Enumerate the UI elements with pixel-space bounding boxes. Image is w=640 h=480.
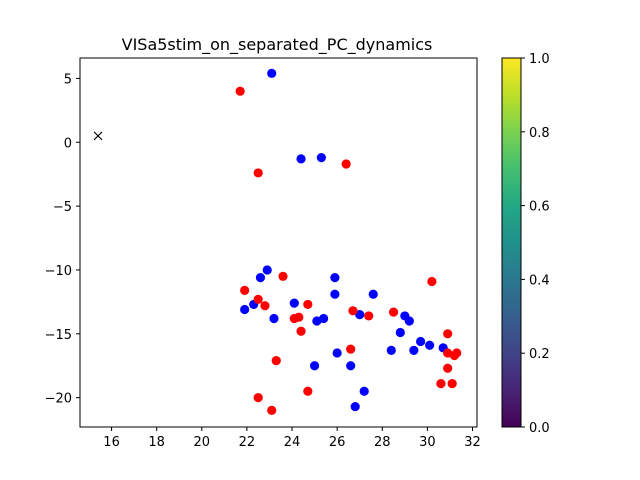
colorbar-tick-label: 0.4 — [529, 273, 550, 288]
data-point — [436, 378, 446, 389]
data-point — [359, 386, 369, 396]
x-tick-label: 16 — [103, 435, 120, 450]
data-point — [271, 356, 281, 366]
data-point — [341, 159, 351, 169]
data-point — [386, 345, 396, 355]
x-tick-label: 24 — [284, 435, 301, 450]
data-point — [355, 310, 365, 320]
data-point — [425, 340, 435, 350]
y-tick-label: −15 — [45, 328, 72, 343]
data-point — [289, 298, 299, 308]
data-point — [368, 289, 378, 299]
data-point — [235, 86, 245, 96]
x-tick-label: 22 — [239, 435, 256, 450]
data-point — [253, 393, 263, 403]
data-point — [447, 378, 457, 389]
data-point — [303, 299, 313, 310]
data-point — [262, 265, 272, 275]
data-point — [416, 336, 426, 347]
colorbar-tick-label: 0.0 — [529, 421, 550, 436]
data-point — [296, 154, 306, 164]
data-point — [309, 361, 320, 371]
y-tick-label: 0 — [64, 136, 72, 151]
data-point — [267, 405, 277, 416]
data-point — [240, 304, 250, 315]
data-point — [443, 363, 453, 373]
data-point — [330, 289, 340, 299]
data-point — [404, 316, 414, 326]
data-point — [269, 313, 279, 324]
data-point — [296, 326, 306, 336]
x-tick-label: 30 — [419, 435, 436, 450]
data-point — [364, 311, 374, 321]
data-point — [294, 312, 304, 322]
y-tick-label: −10 — [45, 264, 72, 279]
data-point — [346, 344, 356, 354]
data-point — [316, 152, 326, 163]
chart-title: VISa5stim_on_separated_PC_dynamics — [122, 35, 433, 55]
x-tick-label: 18 — [148, 435, 165, 450]
data-point — [350, 401, 360, 412]
y-tick-label: −20 — [45, 392, 72, 407]
x-tick-label: 20 — [194, 435, 211, 450]
x-marker — [93, 131, 103, 141]
data-point — [253, 168, 263, 178]
data-point — [303, 386, 313, 396]
x-tick-label: 32 — [464, 435, 481, 450]
colorbar-tick-label: 0.8 — [529, 126, 550, 141]
data-point — [255, 273, 266, 283]
plot-area: 16 18 20 22 24 26 28 30 32 5 0 −5 −10 −15 −20 — [45, 57, 481, 450]
data-point — [332, 348, 342, 358]
y-tick-label: −5 — [53, 200, 72, 215]
colorbar-tick-label: 0.2 — [529, 347, 550, 362]
data-point — [278, 271, 288, 281]
data-point — [312, 316, 322, 326]
x-tick-label: 28 — [374, 435, 391, 450]
data-point — [253, 294, 263, 304]
colorbar-tick-label: 1.0 — [529, 52, 550, 67]
data-point — [409, 345, 419, 355]
data-point — [427, 276, 437, 287]
data-point — [395, 327, 405, 338]
data-point — [348, 306, 358, 316]
data-point — [346, 361, 356, 371]
data-point — [330, 273, 340, 283]
data-point — [267, 68, 277, 78]
y-tick-label: 5 — [64, 72, 72, 87]
data-point — [388, 307, 399, 317]
data-point — [260, 301, 270, 311]
data-point — [443, 329, 453, 339]
x-tick-label: 26 — [329, 435, 346, 450]
x-marker-stroke — [93, 131, 103, 141]
axes-frame — [79, 57, 478, 428]
colorbar-tick-label: 0.6 — [529, 200, 550, 215]
colorbar: 0.0 0.2 0.4 0.6 0.8 1.0 — [501, 52, 550, 436]
data-point — [240, 285, 250, 295]
colorbar-gradient — [501, 57, 522, 428]
data-point — [449, 350, 460, 361]
